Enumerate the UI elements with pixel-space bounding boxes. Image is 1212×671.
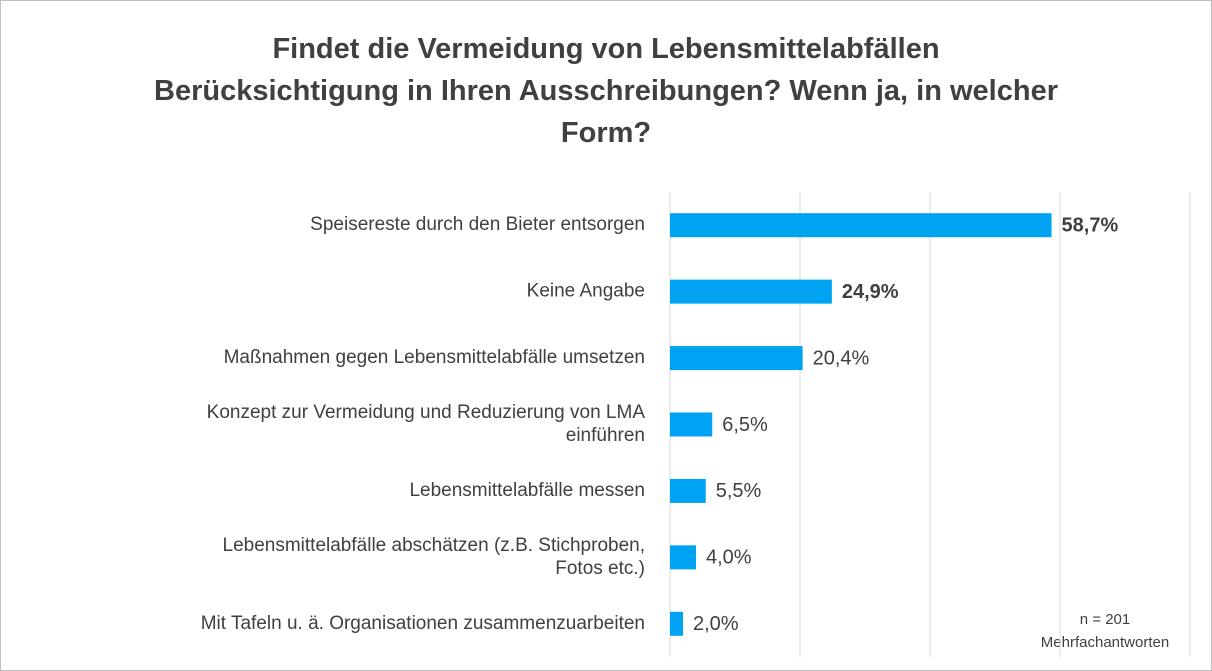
y-tick-label: Maßnahmen gegen Lebensmittelabfälle umse… [224,347,645,368]
bar [670,279,832,304]
bar [670,213,1052,238]
y-tick-label: Lebensmittelabfälle abschätzen (z.B. Sti… [223,535,645,579]
bar [670,346,803,371]
y-tick-label: Mit Tafeln u. ä. Organisationen zusammen… [201,613,645,634]
bar [670,611,683,636]
y-tick-label: Lebensmittelabfälle messen [409,480,645,501]
data-label: 58,7% [1062,214,1119,236]
data-label: 5,5% [716,480,762,502]
annotation: n = 201 [1080,611,1130,628]
y-tick-label: Speisereste durch den Bieter entsorgen [310,214,645,235]
data-label: 24,9% [842,281,899,303]
data-label: 6,5% [722,414,768,436]
bar [670,412,713,437]
data-label: 2,0% [693,613,739,635]
data-label: 20,4% [813,347,870,369]
chart-title: Findet die Vermeidung von Lebensmittelab… [154,33,1058,149]
annotation: Mehrfachantworten [1041,634,1169,651]
bar [670,478,706,503]
bar [670,545,696,570]
y-tick-label: Konzept zur Vermeidung und Reduzierung v… [207,402,646,446]
y-tick-label: Keine Angabe [527,281,645,302]
data-label: 4,0% [706,547,752,569]
